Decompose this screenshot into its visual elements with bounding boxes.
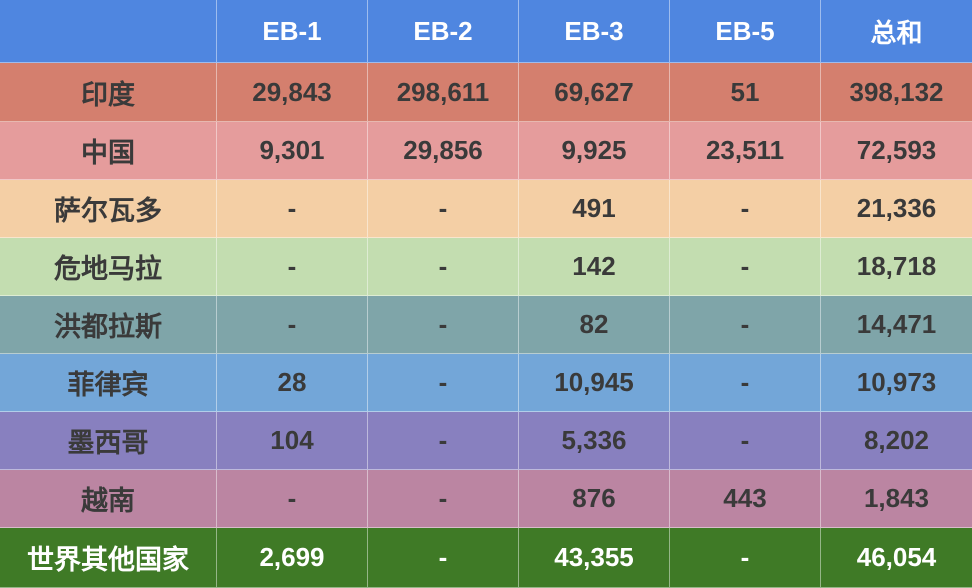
country-label: 中国	[0, 122, 217, 180]
header-cell-total: 总和	[821, 0, 972, 63]
value-cell-eb2: -	[368, 296, 519, 354]
value-cell-eb3: 142	[519, 238, 670, 296]
value-cell-eb2: -	[368, 412, 519, 470]
value-cell-eb2: -	[368, 180, 519, 238]
value-cell-eb1: -	[217, 238, 368, 296]
value-cell-total: 1,843	[821, 470, 972, 528]
value-cell-total: 398,132	[821, 63, 972, 122]
value-cell-eb3: 491	[519, 180, 670, 238]
country-label: 危地马拉	[0, 238, 217, 296]
value-cell-total: 72,593	[821, 122, 972, 180]
value-cell-total: 18,718	[821, 238, 972, 296]
value-cell-eb3: 5,336	[519, 412, 670, 470]
value-cell-eb2: -	[368, 238, 519, 296]
value-cell-eb5: -	[670, 180, 821, 238]
value-cell-eb5: -	[670, 296, 821, 354]
header-cell-eb1: EB-1	[217, 0, 368, 63]
value-cell-eb3: 10,945	[519, 354, 670, 412]
value-cell-eb3: 82	[519, 296, 670, 354]
country-label: 萨尔瓦多	[0, 180, 217, 238]
value-cell-eb3: 69,627	[519, 63, 670, 122]
value-cell-eb1: 104	[217, 412, 368, 470]
value-cell-eb3: 876	[519, 470, 670, 528]
country-label: 菲律宾	[0, 354, 217, 412]
value-cell-eb1: 2,699	[217, 528, 368, 588]
value-cell-total: 46,054	[821, 528, 972, 588]
value-cell-eb5: -	[670, 528, 821, 588]
value-cell-total: 10,973	[821, 354, 972, 412]
country-label: 墨西哥	[0, 412, 217, 470]
value-cell-eb1: -	[217, 470, 368, 528]
value-cell-total: 21,336	[821, 180, 972, 238]
value-cell-eb5: 443	[670, 470, 821, 528]
country-label: 洪都拉斯	[0, 296, 217, 354]
value-cell-eb5: -	[670, 412, 821, 470]
value-cell-eb5: 23,511	[670, 122, 821, 180]
value-cell-eb3: 43,355	[519, 528, 670, 588]
country-label: 越南	[0, 470, 217, 528]
value-cell-eb1: 28	[217, 354, 368, 412]
header-cell-eb5: EB-5	[670, 0, 821, 63]
value-cell-eb1: 9,301	[217, 122, 368, 180]
header-cell-blank	[0, 0, 217, 63]
country-label: 印度	[0, 63, 217, 122]
value-cell-eb2: -	[368, 354, 519, 412]
value-cell-total: 14,471	[821, 296, 972, 354]
value-cell-eb2: -	[368, 528, 519, 588]
value-cell-eb5: -	[670, 238, 821, 296]
header-cell-eb2: EB-2	[368, 0, 519, 63]
value-cell-eb1: 29,843	[217, 63, 368, 122]
header-cell-eb3: EB-3	[519, 0, 670, 63]
value-cell-eb3: 9,925	[519, 122, 670, 180]
value-cell-eb2: 298,611	[368, 63, 519, 122]
value-cell-eb1: -	[217, 180, 368, 238]
value-cell-eb1: -	[217, 296, 368, 354]
value-cell-eb2: 29,856	[368, 122, 519, 180]
value-cell-total: 8,202	[821, 412, 972, 470]
value-cell-eb5: -	[670, 354, 821, 412]
value-cell-eb2: -	[368, 470, 519, 528]
value-cell-eb5: 51	[670, 63, 821, 122]
country-label: 世界其他国家	[0, 528, 217, 588]
